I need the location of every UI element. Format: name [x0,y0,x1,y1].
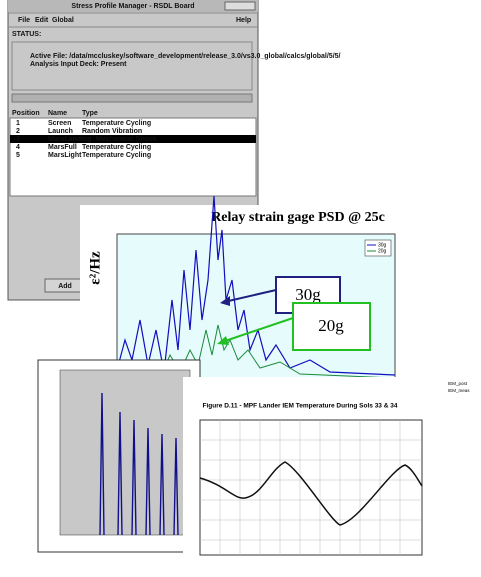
table-box [9,117,257,197]
figure-title: Figure D.11 - MPF Lander IEM Temperature… [203,403,398,410]
y-axis-label: ε²/Hz [87,251,103,285]
title-bar [8,0,258,12]
psd-30g-line [116,195,396,376]
button-label[interactable]: Add [58,283,72,290]
window-title: Stress Profile Manager - RSDL Board [71,3,194,10]
psd-chart: Relay strain gage PSD @ 25c ε²/Hz 30g 20… [80,195,410,381]
selected-row [10,135,256,143]
legend-label: IEM_post [448,381,468,386]
legend-label: IEM_meas [448,388,470,393]
arrowhead [220,296,230,306]
status-line: Active File: /data/mccluskey/software_de… [30,53,341,60]
table-cell[interactable]: MarsLight [48,152,82,159]
table-cell[interactable]: Random Vibration [82,128,142,135]
menu-item[interactable]: Edit [35,17,49,24]
scrollbar[interactable] [11,93,253,103]
table-header: Position [12,110,40,117]
window-controls[interactable] [224,1,256,11]
legend-label: 20g [378,248,387,254]
table-cell[interactable]: Temperature Cycling [82,144,151,151]
status-box [11,41,253,91]
table-cell[interactable]: 2 [16,128,20,135]
menu-item[interactable]: File [18,17,30,24]
menu-item[interactable]: Help [236,17,251,24]
table-cell[interactable]: 1 [16,120,20,127]
table-cell[interactable]: Screen [48,120,71,127]
table-cell[interactable]: MarsFull [48,144,77,151]
chart-title: Relay strain gage PSD @ 25c [211,210,385,225]
menu-item[interactable]: Global [52,17,74,24]
table-cell[interactable]: 5 [16,152,20,159]
impulse-chart [37,359,201,553]
legend [364,239,392,257]
arrowhead [217,336,229,345]
table-cell[interactable]: Launch [48,128,73,135]
table-header: Name [48,110,67,117]
temperature-curve [199,461,423,526]
temperature-figure: Figure D.11 - MPF Lander IEM Temperature… [183,377,475,572]
app-window: Stress Profile Manager - RSDL Board File… [7,0,341,301]
callout-arrow [221,317,294,343]
table-cell[interactable]: 3 [16,136,20,143]
plot-area [59,369,191,536]
table-cell[interactable]: 4 [16,144,20,151]
table-header: Type [82,110,98,117]
callout-box [292,302,371,351]
table-cell[interactable]: Temperature Cycling [82,152,151,159]
status-label: STATUS: [12,31,41,38]
status-line: Analysis Input Deck: Present [30,61,127,68]
impulse-lines [99,392,179,536]
figure-background [183,377,475,572]
table-cell[interactable]: MarsLanding [48,136,92,143]
table-cell[interactable]: Temperature Cycling [82,120,151,127]
legend-label: 30g [378,242,387,248]
callout-arrow [223,289,277,303]
plot-area [199,419,423,556]
callout-label: 30g [295,285,321,304]
callout-label: 20g [318,316,344,335]
table-cell[interactable]: Mechanical Shock [96,136,157,143]
